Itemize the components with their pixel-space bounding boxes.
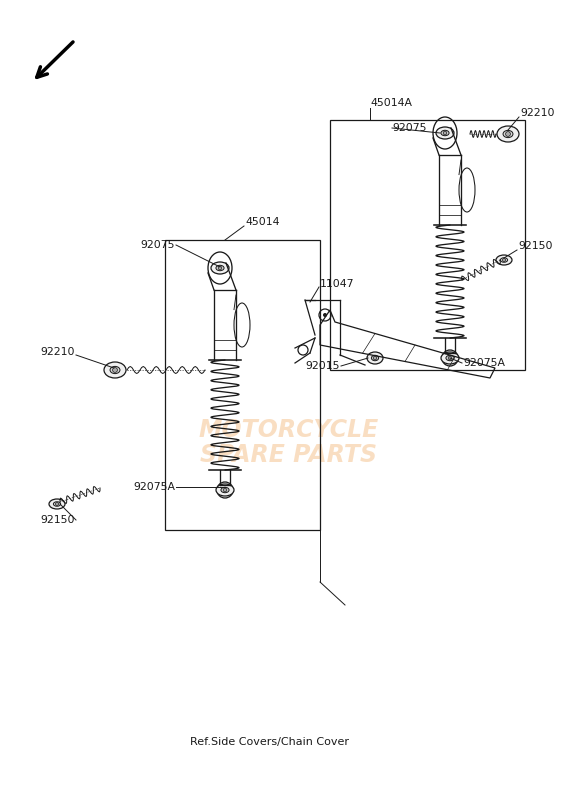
Text: Ref.Side Covers/Chain Cover: Ref.Side Covers/Chain Cover — [191, 737, 350, 747]
Text: 92210: 92210 — [520, 108, 554, 118]
Circle shape — [506, 131, 510, 136]
Ellipse shape — [496, 255, 512, 265]
Circle shape — [223, 488, 227, 492]
Ellipse shape — [110, 366, 120, 374]
Text: 45014A: 45014A — [370, 98, 412, 108]
Text: 92075A: 92075A — [133, 482, 175, 492]
Ellipse shape — [104, 362, 126, 378]
Ellipse shape — [53, 502, 61, 506]
Text: MOTORCYCLE: MOTORCYCLE — [199, 418, 379, 442]
Ellipse shape — [501, 258, 507, 262]
Circle shape — [443, 131, 447, 134]
Circle shape — [55, 502, 58, 506]
Circle shape — [448, 356, 452, 360]
Text: SPARE PARTS: SPARE PARTS — [201, 443, 377, 467]
Ellipse shape — [372, 355, 379, 361]
Circle shape — [502, 258, 506, 262]
Ellipse shape — [503, 130, 513, 138]
Text: 92150: 92150 — [40, 515, 75, 525]
Text: 11047: 11047 — [320, 279, 354, 289]
Circle shape — [323, 313, 327, 317]
Ellipse shape — [211, 262, 229, 274]
Circle shape — [373, 356, 377, 360]
Text: 92210: 92210 — [40, 347, 75, 357]
Circle shape — [113, 368, 117, 372]
Ellipse shape — [446, 355, 454, 361]
Text: 92075: 92075 — [392, 123, 427, 133]
Ellipse shape — [441, 352, 459, 364]
Bar — [165, 240, 320, 530]
Text: 45014: 45014 — [245, 217, 280, 227]
Ellipse shape — [216, 484, 234, 496]
Ellipse shape — [497, 126, 519, 142]
Text: 92075: 92075 — [140, 240, 175, 250]
Ellipse shape — [49, 499, 65, 509]
Circle shape — [218, 266, 222, 270]
Text: 92015: 92015 — [306, 361, 340, 371]
Text: 92075A: 92075A — [463, 358, 505, 368]
Text: 92150: 92150 — [518, 241, 553, 251]
Ellipse shape — [221, 487, 229, 493]
Ellipse shape — [367, 352, 383, 364]
Bar — [330, 120, 525, 370]
Ellipse shape — [216, 266, 224, 270]
Ellipse shape — [441, 130, 449, 136]
Ellipse shape — [436, 127, 454, 139]
